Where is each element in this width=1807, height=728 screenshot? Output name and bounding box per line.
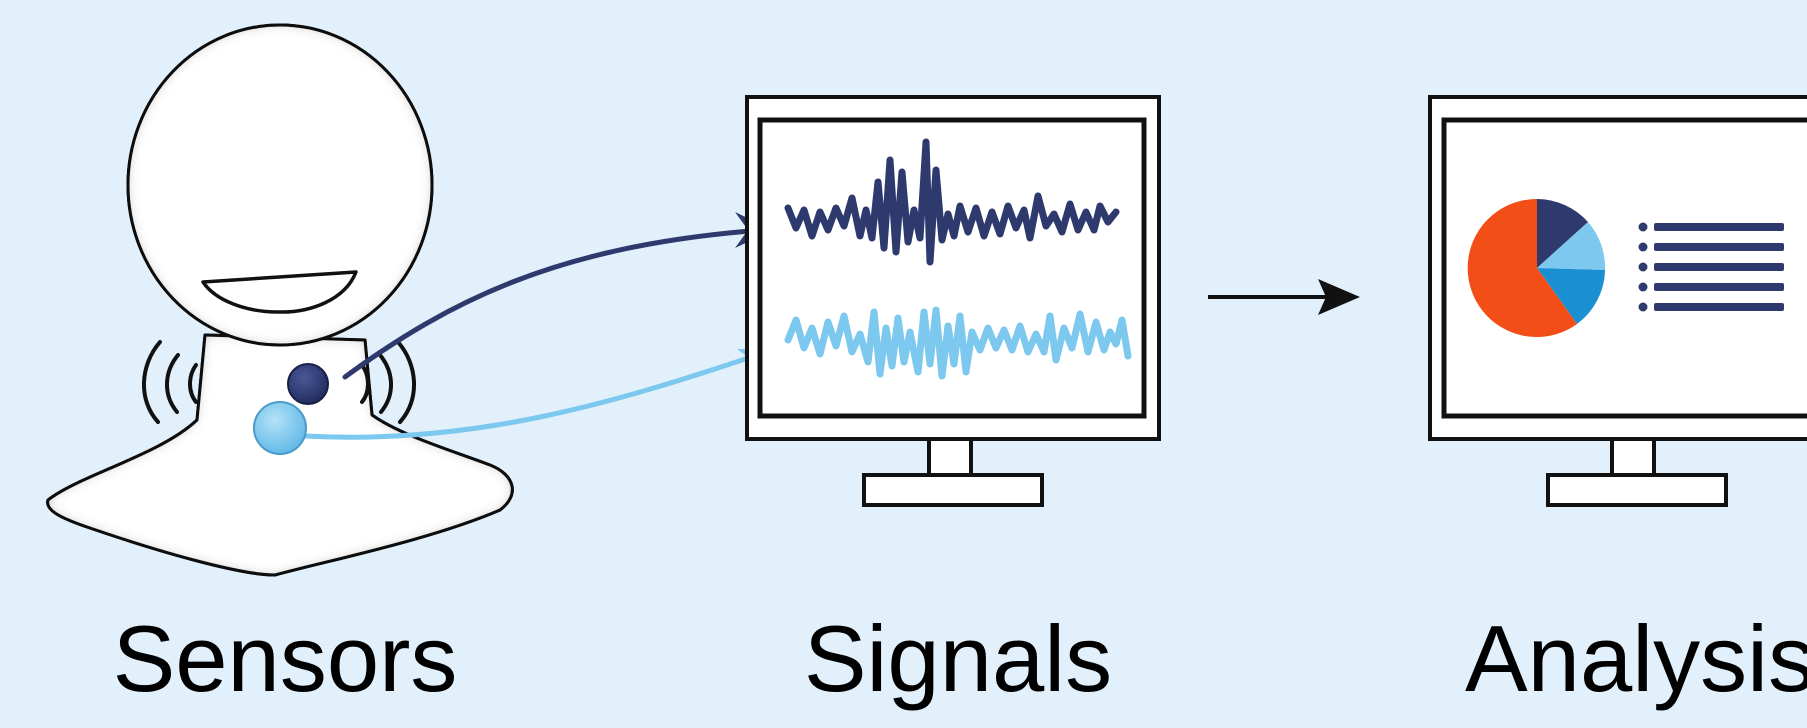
head: [126, 23, 434, 347]
light-waveform: [784, 306, 1132, 380]
head-figure-icon: [46, 23, 514, 577]
signal-monitor-icon: [745, 95, 1161, 507]
pie-chart-icon: [1467, 198, 1606, 337]
dark-sensor: [287, 363, 329, 405]
light-signal-arrow: [302, 349, 769, 440]
shoulders: [46, 333, 514, 577]
list-icon: [1638, 222, 1784, 312]
analysis-monitor-icon: [1428, 95, 1807, 507]
dark-waveform: [784, 138, 1120, 266]
mouth: [201, 270, 358, 314]
stage-label-signals: Signals: [803, 606, 1113, 711]
sound-wave-icon: [360, 340, 416, 424]
sound-wave-icon: [142, 340, 198, 424]
flow-arrow: [1208, 279, 1360, 315]
light-sensor: [253, 401, 307, 455]
dark-signal-arrow: [342, 225, 766, 380]
stage-label-analysis: Analysis: [1464, 606, 1807, 711]
stage-label-sensors: Sensors: [112, 606, 458, 711]
